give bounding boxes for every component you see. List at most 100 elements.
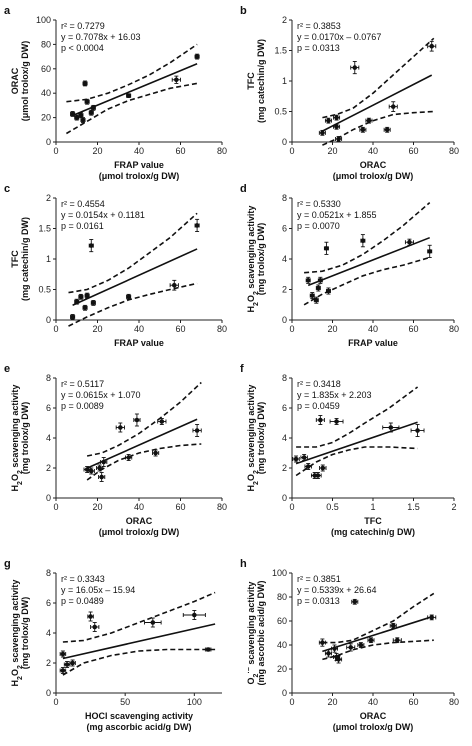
data-point [144,617,162,628]
data-point [304,463,312,470]
regression-line [62,623,216,660]
x-tick-label: 80 [217,324,227,334]
stat-line: r² = 0.3343 [61,574,105,584]
data-point [157,418,167,425]
data-point [389,622,397,629]
data-marker [336,657,341,662]
y-tick-label: 1.5 [274,46,287,56]
data-marker [368,637,374,643]
data-point [427,614,437,621]
data-marker [78,112,84,118]
data-marker [78,294,84,300]
y-tick-label: 1 [46,254,51,264]
stat-line: r² = 0.7279 [61,21,105,31]
data-point [88,239,94,253]
data-point [125,454,133,461]
data-marker [80,117,86,123]
data-point [69,659,76,667]
data-point [90,300,96,306]
ci-upper-band [322,592,435,644]
data-marker [99,474,104,480]
data-point [74,114,80,121]
data-point [323,241,329,255]
x-tick-label: 60 [408,324,418,334]
y-axis-label: H2O2 scavenging activity [246,206,260,313]
x-tick-label: 40 [134,502,144,512]
ci-lower-band [322,110,434,146]
data-point [204,647,212,652]
panel-letter: e [4,363,10,375]
data-marker [82,81,88,86]
panel-letter: g [4,558,11,570]
x-tick-label: 50 [120,697,130,707]
data-point [70,111,76,117]
stat-line: y = 0.0170x – 0.0767 [297,32,381,42]
data-point [324,649,332,658]
data-marker [293,456,299,462]
data-point [357,642,365,648]
x-tick-label: 0 [289,697,294,707]
x-tick-label: 1 [370,502,375,512]
data-point [313,296,319,304]
data-point [82,80,88,87]
data-marker [192,612,197,618]
data-point [90,104,96,111]
data-marker [91,300,96,306]
y-tick-label: 4 [46,628,51,638]
y-tick-label: 0 [46,493,51,503]
x-tick-label: 80 [449,146,459,156]
x-axis-label-units: (mg ascorbic acid/g DW) [86,722,191,732]
stat-line: p = 0.0459 [297,401,340,411]
y-axis-label-units: (mg ascorbic acid/g DW) [256,580,266,685]
stat-line: y = 0.0615x + 1.070 [61,390,141,400]
data-marker [126,294,131,300]
stat-line: p = 0.0313 [297,43,340,53]
x-tick-label: 0 [289,324,294,334]
data-marker [326,651,331,656]
x-tick-label: 40 [134,324,144,334]
data-marker [326,288,331,294]
y-tick-label: 4 [282,433,287,443]
data-marker [194,428,200,433]
data-point [333,114,341,121]
y-tick-label: 0 [46,688,51,698]
data-marker [301,455,307,460]
stat-line: p = 0.0489 [61,596,104,606]
data-point [367,637,375,644]
data-point [87,467,95,475]
x-tick-label: 60 [408,146,418,156]
stat-line: y = 16.05x – 15.94 [61,585,135,595]
stat-line: r² = 0.3418 [297,379,341,389]
y-tick-label: 8 [282,193,287,203]
y-axis-label-units: (mg catechin/g DW) [256,39,266,123]
data-marker [84,99,90,105]
data-marker [358,642,364,648]
data-point [59,667,67,674]
data-point [90,622,100,632]
data-marker [429,43,435,49]
data-marker [305,464,311,469]
data-marker [159,419,165,424]
data-marker [427,249,433,254]
data-marker [388,425,394,430]
y-tick-label: 2 [282,463,287,473]
ci-upper-band [62,591,216,643]
data-point [318,129,326,136]
y-axis-label-units: (mg trolox/g DW) [20,402,30,475]
stat-line: r² = 0.5330 [297,199,341,209]
data-point [171,75,181,84]
data-point [410,424,425,437]
y-axis-label: H2O2 scavenging activity [10,385,24,492]
x-tick-label: 20 [92,146,102,156]
ci-lower-band [68,282,198,327]
x-axis-label: HOCl scavenging activity [85,711,193,721]
panel-h: h 0 20 40 60 80 0 20 40 60 80 100 ORAC(μmol trolox/g… [240,558,459,732]
data-point [74,298,80,305]
panel-d: d 0 20 40 60 80 0 2 4 6 8 FRAP value H2O2 scavenging… [240,183,459,348]
data-point [319,464,327,472]
data-point [78,293,84,300]
x-axis-label: ORAC [126,516,153,526]
data-point [351,598,359,605]
data-point [427,244,433,258]
data-point [427,40,437,52]
